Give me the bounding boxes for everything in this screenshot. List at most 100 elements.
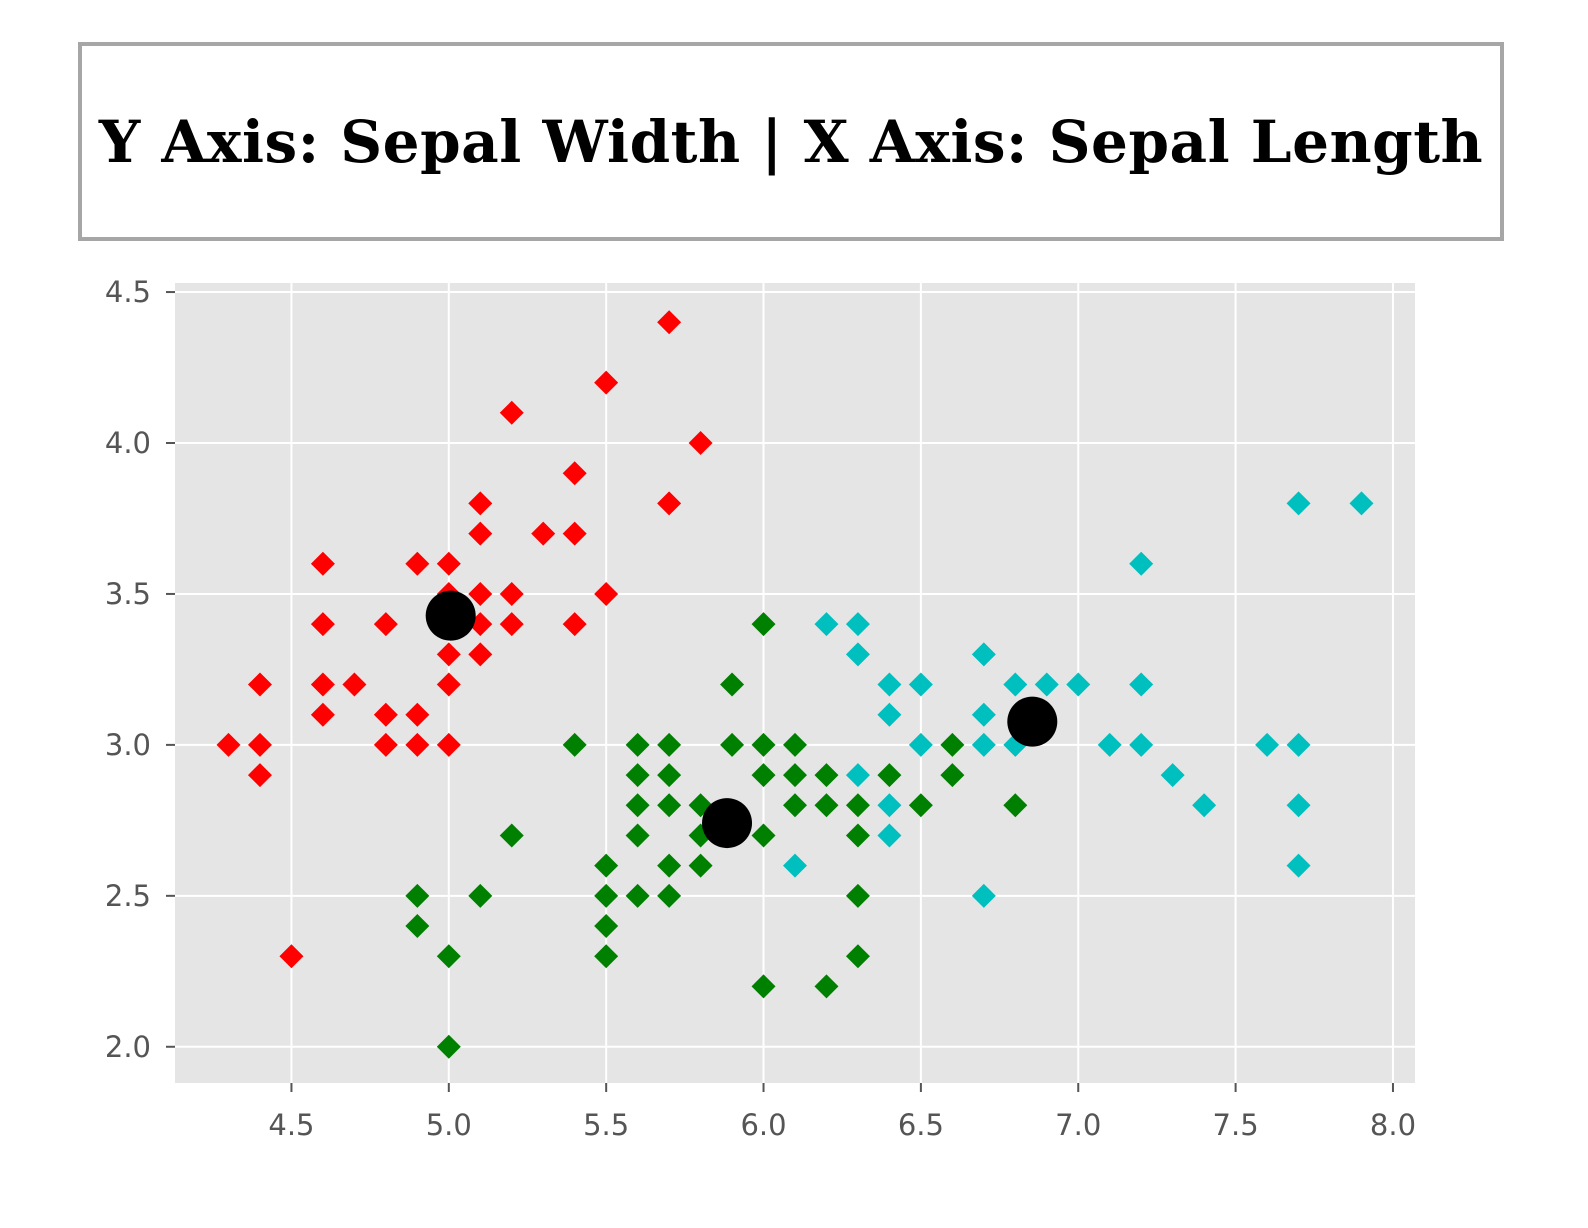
x-tick-label: 5.0 [426,1108,472,1142]
scatter-point [877,823,902,848]
scatter-point [814,974,839,999]
x-tick-label: 5.5 [583,1108,629,1142]
scatter-point [499,400,524,425]
scatter-point [845,823,870,848]
scatter-point [971,883,996,908]
scatter-point [625,823,650,848]
scatter-point [625,793,650,818]
scatter-point [562,612,587,637]
scatter-point [814,793,839,818]
scatter-point [1286,491,1311,516]
scatter-point [971,702,996,727]
scatter-point [877,672,902,697]
scatter-point [625,883,650,908]
scatter-point [1286,732,1311,757]
scatter-point [436,944,461,969]
y-tick-label: 4.5 [105,275,151,309]
y-tick-label: 4.0 [105,426,151,460]
scatter-point [499,823,524,848]
x-tick-label: 6.5 [898,1108,944,1142]
scatter-point [908,672,933,697]
scatter-point [845,944,870,969]
x-tick-label: 8.0 [1370,1108,1416,1142]
scatter-point [405,702,430,727]
scatter-point [405,883,430,908]
scatter-point [405,914,430,939]
scatter-point [657,310,682,335]
scatter-point [531,521,556,546]
scatter-point [751,612,776,637]
scatter-point [468,642,493,667]
scatter-point [436,672,461,697]
scatter-point [405,732,430,757]
scatter-point [845,612,870,637]
centroid-point [425,590,476,641]
series-0 [216,310,713,969]
series-1 [405,612,1028,1059]
scatter-point [310,702,335,727]
scatter-point [625,763,650,788]
data-points [216,310,1374,1059]
scatter-point [342,672,367,697]
scatter-point [436,732,461,757]
scatter-point [310,672,335,697]
x-tick-label: 4.5 [268,1108,314,1142]
scatter-point [468,581,493,606]
scatter-point [783,732,807,757]
scatter-point [1286,793,1311,818]
scatter-point [814,612,839,637]
scatter-point [499,612,524,637]
scatter-point [1034,672,1059,697]
scatter-point [373,732,398,757]
scatter-point [688,431,713,455]
scatter-point [247,672,272,697]
scatter-point [971,642,996,667]
scatter-point [279,944,304,969]
scatter-point [468,521,493,546]
scatter-point [1160,763,1185,788]
scatter-point [562,461,587,486]
scatter-point [1192,793,1217,818]
scatter-point [720,732,745,757]
scatter-point [783,853,807,878]
axes: 4.5 5.0 5.5 6.0 6.5 7.0 7.5 8.0 2.0 2.5 3.0 3.5 4.0 4… [105,275,1416,1142]
scatter-point [751,763,776,788]
scatter-point [436,642,461,667]
scatter-point [1255,732,1280,757]
scatter-point [436,551,461,576]
chart-title-box: Y Axis: Sepal Width | X Axis: Sepal Leng… [78,42,1504,241]
scatter-point [751,974,776,999]
chart-title: Y Axis: Sepal Width | X Axis: Sepal Leng… [98,107,1484,176]
y-tick-label: 2.5 [105,879,151,913]
scatter-point [1003,793,1028,818]
scatter-point [594,914,619,939]
scatter-point [657,853,682,878]
scatter-point [940,763,965,788]
scatter-point [405,551,430,576]
scatter-point [845,793,870,818]
scatter-point [1066,672,1091,697]
scatter-point [657,491,682,516]
scatter-point [436,1034,461,1059]
scatter-point [908,793,933,818]
scatter-point [657,793,682,818]
scatter-point [877,702,902,727]
scatter-point [657,763,682,788]
scatter-point [562,521,587,546]
scatter-point [877,763,902,788]
scatter-point [594,853,619,878]
scatter-point [657,883,682,908]
scatter-point [594,370,619,395]
scatter-point [1097,732,1122,757]
scatter-point [499,581,524,606]
scatter-point [657,732,682,757]
scatter-point [310,612,335,637]
y-tick-label: 3.0 [105,728,151,762]
scatter-point [877,793,902,818]
scatter-point [1286,853,1311,878]
scatter-point [373,612,398,637]
scatter-point [940,732,965,757]
scatter-point [594,581,619,606]
scatter-point [845,763,870,788]
